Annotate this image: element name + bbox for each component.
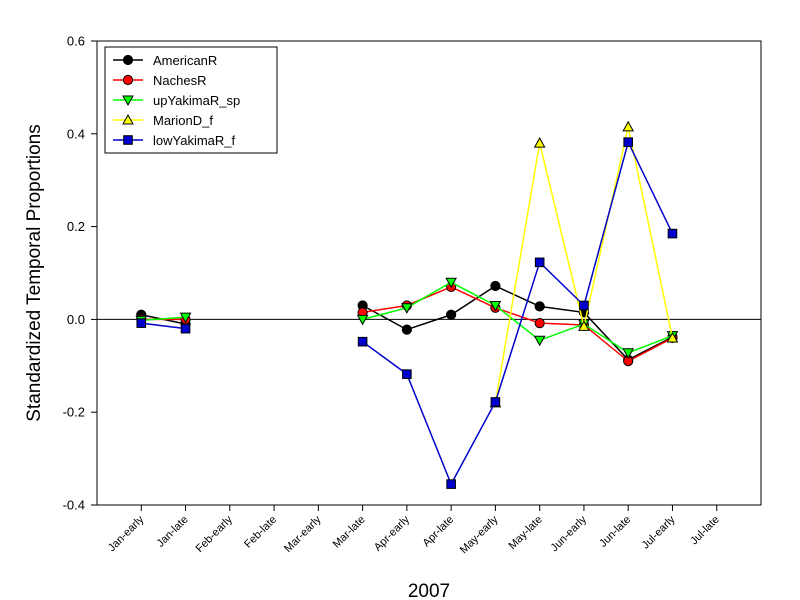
- data-point-lowyakimar-f: [446, 479, 456, 489]
- legend-item-nachesr: NachesR: [113, 73, 206, 88]
- legend-item-mariond-f: MarionD_f: [113, 113, 213, 128]
- data-point-lowyakimar-f: [357, 336, 368, 347]
- data-point-americanr: [534, 301, 545, 312]
- legend-label: upYakimaR_sp: [153, 93, 240, 108]
- y-tick-label: 0.0: [67, 312, 85, 327]
- series-line-upyakimar-sp: [141, 316, 186, 322]
- data-point-upyakimar-sp: [533, 335, 546, 347]
- y-tick-label: 0.6: [67, 34, 85, 49]
- data-point-upyakimar-sp: [356, 314, 369, 326]
- data-point-americanr: [401, 324, 412, 335]
- data-point-upyakimar-sp: [401, 303, 413, 314]
- series-lowyakimar-f: [136, 137, 678, 489]
- x-tick-label: Apr-late: [421, 514, 457, 550]
- x-axis-title: 2007: [408, 581, 450, 600]
- series-line-americanr: [362, 285, 673, 361]
- series-line-nachesr: [362, 286, 673, 363]
- series-nachesr: [136, 281, 678, 367]
- data-point-americanr: [446, 309, 457, 320]
- y-tick-label: 0.2: [67, 219, 85, 234]
- series-upyakimar-sp: [135, 277, 679, 359]
- data-point-upyakimar-sp: [179, 312, 192, 324]
- x-tick-label: Jun-late: [597, 514, 633, 550]
- x-tick-label: Jan-late: [154, 514, 190, 550]
- data-point-lowyakimar-f: [180, 323, 191, 334]
- legend-item-upyakimar-sp: upYakimaR_sp: [113, 93, 240, 108]
- legend-marker: [122, 95, 134, 107]
- y-tick-label: 0.4: [67, 126, 85, 141]
- data-point-upyakimar-sp: [622, 348, 635, 359]
- legend: AmericanR NachesR upYakimaR_sp MarionD_flow…: [104, 46, 278, 154]
- x-tick-label: Jul-early: [640, 513, 678, 551]
- y-axis: -0.4 -0.2 0.0 0.2 0.4 0.6: [63, 34, 97, 513]
- legend-marker: [122, 54, 134, 66]
- series-line-lowyakimar-f: [141, 322, 186, 330]
- data-point-lowyakimar-f: [136, 318, 147, 328]
- data-point-nachesr: [534, 318, 545, 329]
- series-line-mariond-f: [494, 126, 674, 404]
- x-tick-label: May-early: [458, 513, 501, 556]
- x-axis: Jan-early Jan-late Feb-early Feb-late Mar-ea…: [106, 505, 722, 556]
- x-tick-label: Mar-early: [282, 513, 324, 555]
- legend-item-lowyakimar-f: lowYakimaR_f: [113, 133, 236, 148]
- data-point-mariond-f: [578, 320, 590, 331]
- x-tick-label: Feb-early: [194, 513, 236, 555]
- series-line-lowyakimar-f: [362, 140, 674, 486]
- x-tick-label: Jan-early: [106, 513, 147, 554]
- series-line-upyakimar-sp: [362, 281, 673, 354]
- data-point-mariond-f: [666, 331, 679, 343]
- data-point-lowyakimar-f: [579, 300, 589, 311]
- data-point-upyakimar-sp: [445, 277, 457, 289]
- x-tick-label: Feb-late: [242, 514, 279, 551]
- x-tick-label: Apr-early: [372, 513, 412, 553]
- y-tick-label: -0.4: [63, 498, 85, 513]
- data-point-lowyakimar-f: [534, 257, 545, 268]
- data-point-upyakimar-sp: [489, 300, 502, 312]
- x-tick-label: Jun-early: [549, 513, 590, 554]
- legend-marker: [122, 74, 134, 86]
- legend-marker: [122, 113, 134, 125]
- legend-label: lowYakimaR_f: [153, 133, 236, 148]
- y-tick-label: -0.2: [63, 405, 85, 420]
- data-point-lowyakimar-f: [623, 137, 634, 147]
- plot-frame: [96, 40, 762, 506]
- x-tick-label: Jul-late: [688, 514, 722, 548]
- plot-border: [96, 40, 762, 506]
- data-point-mariond-f: [533, 137, 546, 148]
- x-tick-label: May-late: [506, 514, 544, 552]
- series-americanr: [136, 280, 678, 365]
- data-point-lowyakimar-f: [490, 397, 501, 407]
- data-point-lowyakimar-f: [667, 228, 678, 239]
- legend-item-americanr: AmericanR: [113, 53, 217, 68]
- data-point-mariond-f: [622, 120, 635, 132]
- legend-label: MarionD_f: [153, 113, 213, 128]
- legend-marker: [123, 135, 133, 145]
- series-mariond-f: [489, 120, 679, 408]
- legend-label: NachesR: [153, 73, 206, 88]
- data-point-lowyakimar-f: [402, 369, 412, 379]
- x-tick-label: Mar-late: [331, 514, 368, 551]
- y-axis-title: Standardized Temporal Proportions: [24, 124, 45, 422]
- data-point-americanr: [490, 280, 501, 292]
- legend-label: AmericanR: [153, 53, 217, 68]
- series-layer: [135, 120, 679, 489]
